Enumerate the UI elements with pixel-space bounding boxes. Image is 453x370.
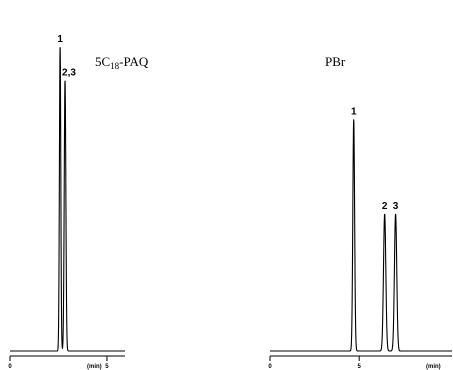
panel-left-title: 5C18-PAQ (95, 54, 149, 71)
panel-right-x-unit: (min) (426, 364, 441, 370)
peak-label-3: 3 (393, 201, 399, 212)
panel-left-peak-labels: 12,3 (57, 34, 76, 78)
panel-left-trace (10, 47, 125, 352)
x-tick-label: 5 (358, 364, 362, 370)
peak-label-1: 1 (57, 34, 63, 45)
panel-right-title: PBr (325, 54, 346, 69)
peak-label-2-3: 2,3 (62, 68, 76, 79)
peak-label-1: 1 (351, 106, 357, 117)
panel-left-x-unit: (min) (87, 364, 102, 370)
peak-label-2: 2 (382, 201, 388, 212)
x-tick-label: 0 (8, 364, 12, 370)
panel-right-trace (270, 119, 452, 352)
x-tick-label: 0 (268, 364, 272, 370)
panel-right-peak-labels: 1 2 3 (351, 106, 399, 212)
x-tick-label: 5 (105, 364, 109, 370)
